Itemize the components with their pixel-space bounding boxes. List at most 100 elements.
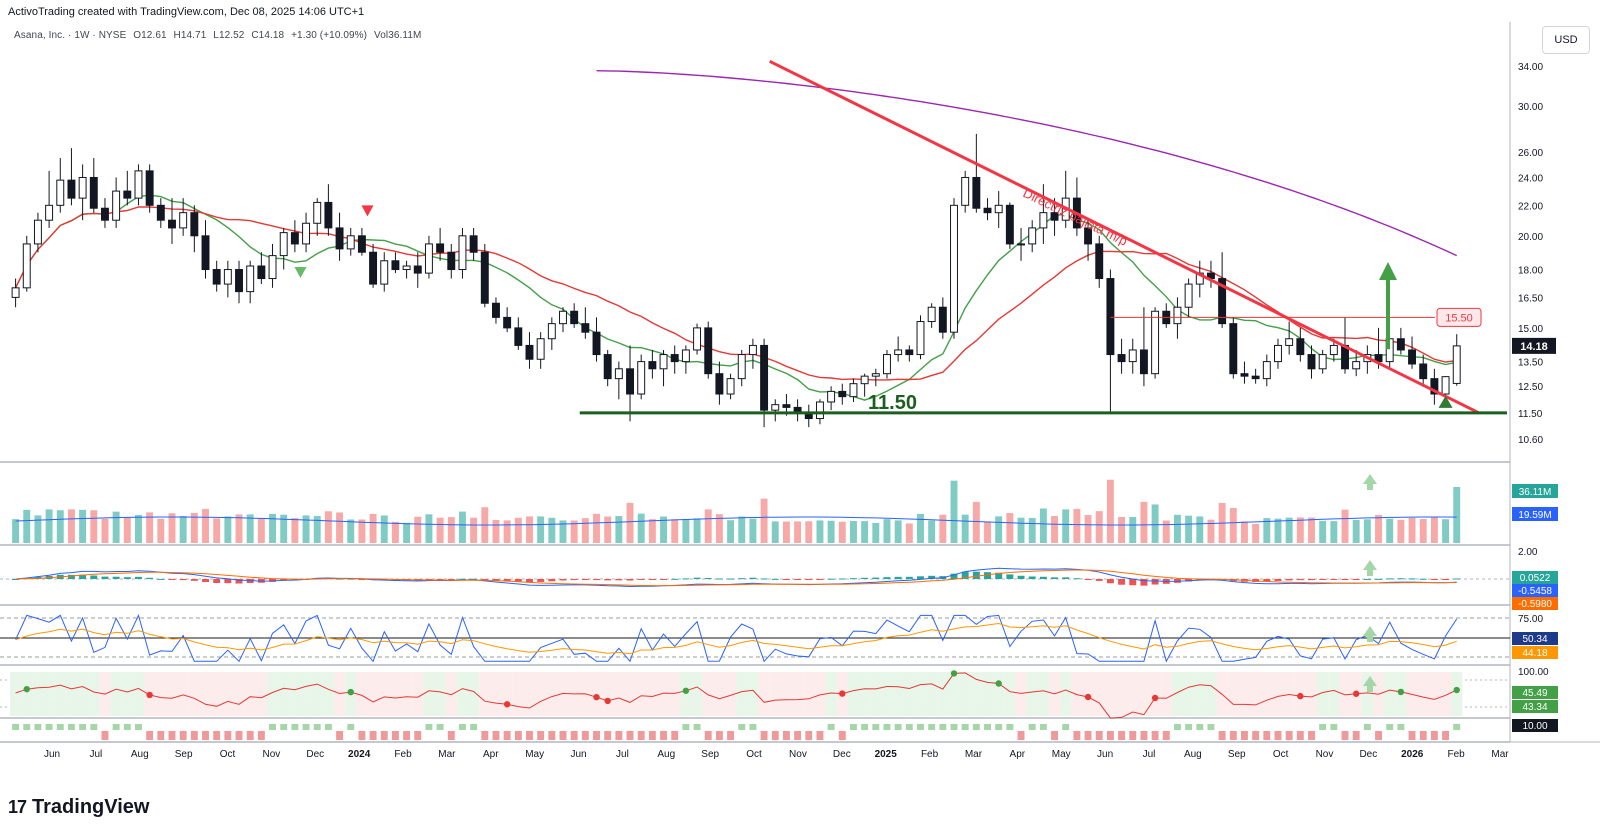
- bottom-strip-bar: [984, 724, 991, 730]
- macd-histogram-bar: [782, 579, 790, 580]
- bottom-strip-bar: [894, 724, 902, 730]
- dmi-background-cell: [993, 672, 1005, 716]
- dmi-background-cell: [803, 672, 815, 716]
- volume-bar: [1274, 518, 1282, 543]
- volume-bar: [470, 517, 478, 543]
- brand-name: TradingView: [32, 796, 150, 818]
- candle-body: [1419, 363, 1428, 380]
- macd-histogram-bar: [358, 579, 366, 580]
- volume-bar: [1375, 514, 1382, 543]
- dmi-background-cell: [1194, 672, 1206, 716]
- macd-histogram-bar: [1062, 577, 1070, 579]
- dmi-background-cell: [1305, 672, 1318, 716]
- time-tick-label: Jul: [89, 749, 102, 760]
- volume-bar: [704, 509, 712, 543]
- macd-histogram-bar: [425, 579, 433, 580]
- macd-value-label: -0.5980: [1518, 599, 1552, 610]
- dmi-background-cell: [1250, 672, 1262, 716]
- price-axis[interactable]: 34.00 30.00 26.00 24.00 22.00 20.00 18.00 16.50…: [1512, 62, 1556, 446]
- bottom-strip-bar: [1006, 724, 1014, 730]
- time-tick-label: Oct: [746, 749, 762, 760]
- volume-bar: [1453, 487, 1461, 543]
- currency-selector[interactable]: USD: [1542, 26, 1590, 54]
- candle-body: [424, 243, 433, 274]
- volume-bar: [1196, 516, 1204, 543]
- time-axis[interactable]: Jun Jul Aug Sep Oct Nov Dec 2024 Feb Mar Apr May Jun…: [44, 749, 1509, 760]
- dmi-signal-dot: [146, 691, 153, 699]
- price-tick-label: 34.00: [1518, 62, 1543, 73]
- time-tick-label: Oct: [1273, 749, 1289, 760]
- candle-body: [983, 207, 992, 214]
- dmi-background-cell: [1026, 672, 1038, 716]
- dmi-background-cell: [602, 672, 614, 716]
- support-label: 11.50: [868, 392, 917, 414]
- symbol-name[interactable]: Asana, Inc. · 1W · NYSE: [14, 30, 127, 41]
- bottom-strip-bar: [593, 731, 600, 740]
- macd-histogram-bar: [537, 579, 545, 582]
- volume-bar: [1229, 507, 1237, 543]
- price-tick-label: 12.50: [1518, 382, 1543, 393]
- bottom-strip-bar: [514, 731, 522, 740]
- pane-borders: [0, 22, 1600, 743]
- dmi-background-cell: [1317, 672, 1329, 716]
- bottom-strip-bar: [704, 731, 712, 740]
- dmi-background-cell: [378, 672, 390, 716]
- bottom-strip-bar: [1129, 731, 1137, 740]
- bottom-strip-bar: [67, 724, 75, 730]
- candle-body: [1441, 376, 1450, 395]
- dmi-background-cell: [959, 672, 971, 716]
- macd-histogram-bar: [79, 574, 87, 579]
- bottom-strip-bar: [883, 724, 891, 730]
- bearish-trendline: [769, 59, 1480, 415]
- candle-body: [123, 190, 132, 199]
- dmi-background-cell: [892, 672, 904, 716]
- dmi-background-cell: [479, 672, 491, 716]
- bottom-strip-bar: [559, 731, 567, 740]
- signal-arrow-icon: [1363, 626, 1377, 642]
- time-tick-label: Jun: [44, 749, 60, 760]
- time-tick-label: Sep: [701, 749, 719, 760]
- candle-body: [693, 327, 702, 351]
- dmi-background-cell: [468, 672, 480, 716]
- time-tick-label: May: [1052, 749, 1071, 760]
- volume-bar: [135, 514, 142, 543]
- price-tick-label: 10.60: [1518, 435, 1543, 446]
- volume-bar: [626, 502, 634, 543]
- time-tick-label: Feb: [394, 749, 412, 760]
- bottom-strip-bar: [1073, 731, 1081, 740]
- volume-bar: [269, 513, 276, 543]
- bottom-strip-bar: [1241, 731, 1248, 740]
- candle-body: [480, 251, 489, 304]
- volume-bar: [749, 518, 757, 543]
- dmi-background-cell: [1160, 672, 1172, 716]
- volume-bar: [425, 514, 433, 543]
- candle-body: [704, 327, 713, 375]
- volume-bar: [559, 520, 567, 543]
- candle-body: [380, 260, 389, 285]
- legend-low: L12.52: [213, 30, 245, 41]
- signal-arrow-icon: [1363, 676, 1377, 692]
- bottom-strip-bar: [782, 731, 790, 740]
- candle-body: [938, 306, 947, 333]
- bottom-strip-bar: [1363, 724, 1371, 730]
- bottom-strip-bar: [302, 724, 310, 730]
- trendline-label: Directriz bajista m/p: [1021, 185, 1130, 249]
- macd-histogram-bar: [1129, 579, 1137, 586]
- bottom-strip-bar: [861, 724, 869, 730]
- macd-pane: 2.00 0.0522 -0.5458 -0.5980: [0, 547, 1558, 610]
- dmi-background-cell: [613, 672, 625, 716]
- bottom-strip-bar: [1017, 731, 1025, 740]
- candle-body: [168, 219, 176, 229]
- time-tick-label: Aug: [1184, 749, 1202, 760]
- macd-histogram-bar: [816, 579, 824, 580]
- bottom-strip-bar: [760, 731, 768, 740]
- tradingview-brand[interactable]: 17 TradingView: [8, 796, 149, 819]
- price-chart[interactable]: Directriz bajista m/p 11.50 15.50 36.11M 19…: [0, 0, 1600, 790]
- candle-body: [603, 354, 612, 380]
- macd-histogram-bar: [123, 577, 131, 579]
- volume-bar: [838, 521, 846, 543]
- bottom-strip-bar: [693, 724, 701, 730]
- candle-body: [1229, 323, 1238, 375]
- bottom-strip-bar: [313, 724, 321, 730]
- dmi-background-cell: [1227, 672, 1239, 716]
